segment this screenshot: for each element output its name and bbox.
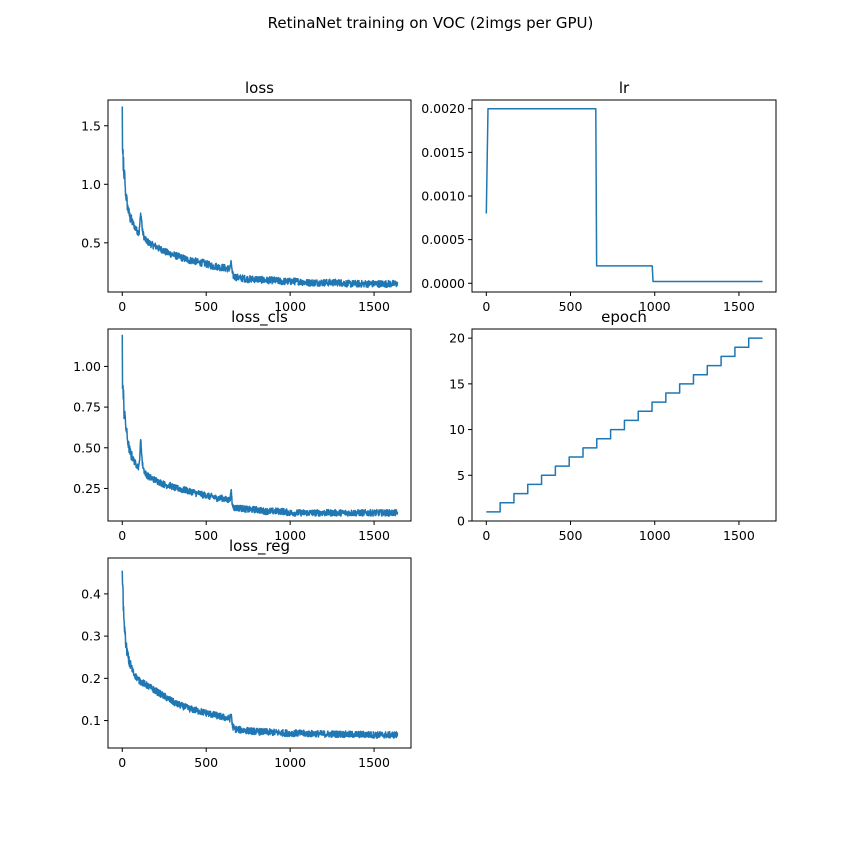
loss_cls-y-tick-label: 0.50 xyxy=(73,440,101,455)
loss-x-tick-label: 1500 xyxy=(358,299,390,314)
loss-y-tick-label: 1.5 xyxy=(81,118,101,133)
figure-title: RetinaNet training on VOC (2imgs per GPU… xyxy=(268,14,594,32)
epoch-y-tick-label: 5 xyxy=(457,468,465,483)
loss-series-line xyxy=(121,106,399,289)
epoch-panel-title: epoch xyxy=(601,308,647,326)
loss_cls-x-tick-label: 0 xyxy=(118,528,126,543)
epoch-x-tick-label: 500 xyxy=(559,528,583,543)
loss_reg-x-tick-label: 1000 xyxy=(274,755,306,770)
panel-loss_reg: 0 500 1000 1500 0.1 0.2 0.3 0.4 loss_reg xyxy=(81,537,412,770)
loss_reg-y-tick-label: 0.4 xyxy=(81,586,101,601)
loss-y-tick-label: 0.5 xyxy=(81,235,101,250)
loss_cls-x-tick-label: 1000 xyxy=(274,528,306,543)
epoch-y-tick-label: 20 xyxy=(449,331,465,346)
loss_cls-y-tick-label: 0.75 xyxy=(73,400,101,415)
loss_cls-series-line xyxy=(121,334,399,517)
loss_reg-panel-title: loss_reg xyxy=(229,537,290,556)
loss_cls-axes-frame xyxy=(107,328,412,522)
loss-y-tick-label: 1.0 xyxy=(81,177,101,192)
panel-lr: 0 500 1000 1500 0.0000 0.0005 0.0010 0.0015 0.00… xyxy=(421,79,777,314)
lr-y-tick-label: 0.0020 xyxy=(421,101,465,116)
loss_cls-y-tick-label: 0.25 xyxy=(73,481,101,496)
epoch-x-tick-label: 0 xyxy=(482,528,490,543)
loss_reg-axes-frame xyxy=(107,557,412,749)
loss_reg-y-tick-label: 0.1 xyxy=(81,713,101,728)
epoch-x-tick-label: 1000 xyxy=(639,528,671,543)
panel-loss_cls: 0 500 1000 1500 0.25 0.50 0.75 1.00 loss_cls xyxy=(73,308,412,543)
loss_cls-y-tick-label: 1.00 xyxy=(73,359,101,374)
panel-loss: 0 500 1000 1500 0.5 1.0 1.5 loss xyxy=(81,79,412,314)
lr-axes-frame xyxy=(471,99,777,293)
loss_reg-y-tick-label: 0.3 xyxy=(81,629,101,644)
loss_cls-panel-title: loss_cls xyxy=(231,308,288,327)
loss_reg-x-tick-label: 500 xyxy=(194,755,218,770)
loss_cls-x-tick-label: 1500 xyxy=(358,528,390,543)
lr-panel-title: lr xyxy=(619,79,630,97)
lr-series-line xyxy=(485,107,763,283)
epoch-x-tick-label: 1500 xyxy=(723,528,755,543)
lr-x-tick-label: 0 xyxy=(482,299,490,314)
loss_cls-x-tick-label: 500 xyxy=(194,528,218,543)
loss_reg-y-tick-label: 0.2 xyxy=(81,671,101,686)
epoch-axes-frame xyxy=(471,328,777,522)
loss_reg-series-line xyxy=(121,570,399,739)
lr-y-tick-label: 0.0000 xyxy=(421,276,465,291)
lr-y-tick-label: 0.0005 xyxy=(421,232,465,247)
epoch-y-tick-label: 0 xyxy=(457,514,465,529)
epoch-series-line xyxy=(486,337,763,513)
lr-y-tick-label: 0.0010 xyxy=(421,189,465,204)
lr-y-tick-label: 0.0015 xyxy=(421,145,465,160)
lr-x-tick-label: 500 xyxy=(559,299,583,314)
loss-panel-title: loss xyxy=(245,79,274,97)
loss_reg-x-tick-label: 1500 xyxy=(358,755,390,770)
loss-axes-frame xyxy=(107,99,412,293)
loss-x-tick-label: 1000 xyxy=(274,299,306,314)
panel-epoch: 0 500 1000 1500 0 5 10 15 20 epoch xyxy=(449,308,777,543)
lr-x-tick-label: 1000 xyxy=(639,299,671,314)
loss-x-tick-label: 500 xyxy=(194,299,218,314)
epoch-y-tick-label: 10 xyxy=(449,422,465,437)
loss_reg-x-tick-label: 0 xyxy=(118,755,126,770)
lr-x-tick-label: 1500 xyxy=(723,299,755,314)
epoch-y-tick-label: 15 xyxy=(449,376,465,391)
loss-x-tick-label: 0 xyxy=(118,299,126,314)
